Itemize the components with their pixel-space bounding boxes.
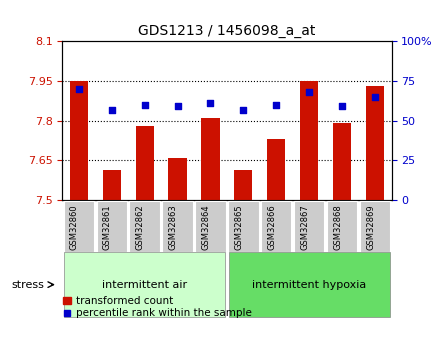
Text: GSM32861: GSM32861: [103, 205, 112, 250]
Text: GSM32866: GSM32866: [267, 204, 276, 250]
Bar: [70, 81, 88, 200]
Legend: transformed count, percentile rank within the sample: transformed count, percentile rank withi…: [59, 292, 256, 323]
Text: GSM32860: GSM32860: [70, 205, 79, 250]
Point: [108, 107, 115, 112]
Text: GSM32863: GSM32863: [169, 204, 178, 250]
Bar: [235, 170, 252, 200]
Text: GSM32864: GSM32864: [202, 205, 210, 250]
Bar: [366, 86, 384, 200]
Text: GSM32865: GSM32865: [235, 205, 243, 250]
Point: [240, 107, 247, 112]
Point: [273, 102, 280, 108]
Title: GDS1213 / 1456098_a_at: GDS1213 / 1456098_a_at: [138, 23, 316, 38]
Bar: [267, 139, 285, 200]
Bar: [333, 124, 351, 200]
Bar: [300, 81, 318, 200]
Text: stress: stress: [12, 280, 45, 289]
Text: GSM32868: GSM32868: [333, 204, 342, 250]
Point: [75, 86, 82, 92]
Point: [372, 94, 379, 100]
Bar: [103, 170, 121, 200]
Point: [174, 104, 181, 109]
Bar: [136, 126, 154, 200]
Point: [141, 102, 148, 108]
Point: [207, 100, 214, 106]
Bar: [202, 118, 219, 200]
Text: GSM32867: GSM32867: [300, 204, 309, 250]
Point: [306, 89, 313, 95]
Text: GSM32869: GSM32869: [366, 205, 375, 250]
Text: intermittent hypoxia: intermittent hypoxia: [252, 280, 366, 289]
Text: GSM32862: GSM32862: [136, 205, 145, 250]
Bar: [169, 158, 186, 200]
Text: intermittent air: intermittent air: [102, 280, 187, 289]
Point: [339, 104, 346, 109]
